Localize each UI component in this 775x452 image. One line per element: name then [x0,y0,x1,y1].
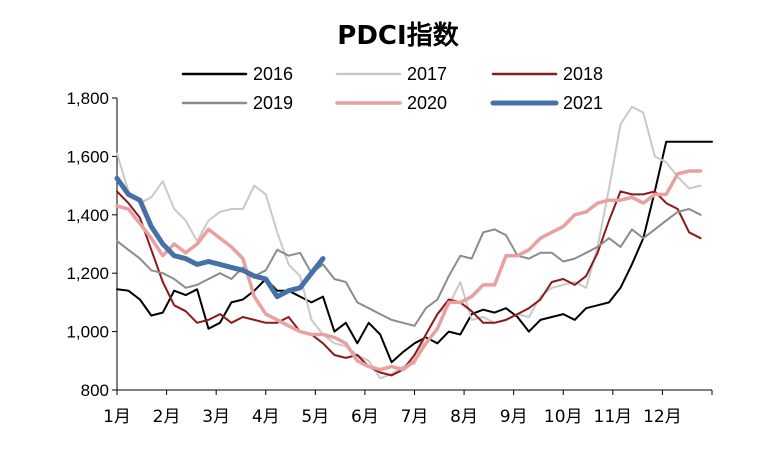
series-line-2016 [116,140,713,364]
series-line-2019 [116,208,702,327]
legend-label-2020: 2020 [407,93,447,113]
y-tick-label: 1,400 [66,206,109,225]
x-tick-label: 12月 [643,407,682,427]
legend-label-2018: 2018 [563,64,603,84]
x-tick-label: 6月 [351,407,379,427]
plot-area [114,105,713,380]
chart-title: PDCI指数 [337,21,459,51]
legend-label-2019: 2019 [253,93,293,113]
series-line-2021 [114,175,326,300]
y-tick-label: 1,200 [66,264,109,283]
x-tick-label: 8月 [450,407,478,427]
x-tick-label: 7月 [401,407,429,427]
y-tick-label: 800 [81,381,109,400]
legend: 2016 2017 2018 2019 2020 2021 [181,64,603,113]
legend-label-2021: 2021 [563,93,603,113]
x-tick-label: 4月 [252,407,280,427]
series-line-2018 [116,190,702,377]
legend-label-2016: 2016 [253,64,293,84]
y-tick-label: 1,000 [66,323,109,342]
y-tick-label: 1,600 [66,147,109,166]
x-tick-label: 5月 [301,407,329,427]
y-tick-label: 1,800 [66,89,109,108]
x-tick-label: 10月 [544,407,583,427]
series-line-2020 [115,169,703,372]
series-line-2017 [116,105,702,380]
x-tick-label: 2月 [153,407,181,427]
x-tick-label: 11月 [594,407,633,427]
x-tick-label: 9月 [500,407,528,427]
x-tick-label: 1月 [103,407,131,427]
x-tick-label: 3月 [202,407,230,427]
legend-label-2017: 2017 [407,64,447,84]
axes: 800 1,000 1,200 1,400 1,600 1,800 1月 2月 3月 4月 5月 6月… [66,89,713,427]
